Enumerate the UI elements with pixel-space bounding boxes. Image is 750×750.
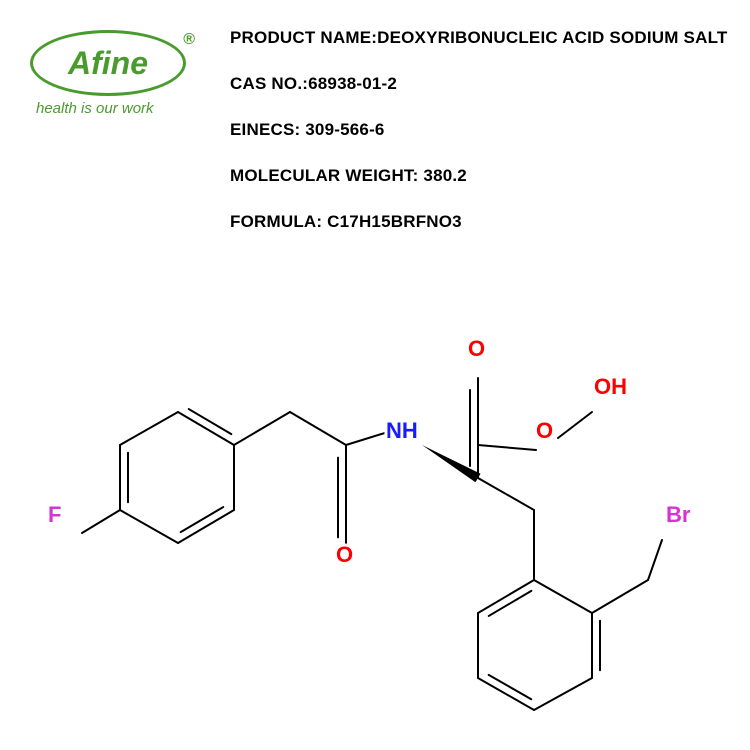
einecs-label: EINECS: (230, 120, 300, 139)
svg-text:O: O (536, 418, 553, 443)
svg-text:O: O (336, 542, 353, 567)
einecs-row: EINECS: 309-566-6 (230, 120, 730, 140)
logo-block: Afine ® health is our work (30, 30, 210, 117)
product-data-block: PRODUCT NAME:DEOXYRIBONUCLEIC ACID SODIU… (230, 28, 730, 258)
svg-text:F: F (48, 502, 61, 527)
svg-text:Br: Br (666, 502, 691, 527)
product-name-value: DEOXYRIBONUCLEIC ACID SODIUM SALT (377, 28, 727, 47)
einecs-value: 309-566-6 (300, 120, 384, 139)
logo-brand-text: Afine (68, 45, 148, 82)
structure-svg: FFOONHNHOOOOOHOHBrBr (30, 330, 720, 730)
logo-oval: Afine ® (30, 30, 186, 96)
svg-text:O: O (468, 336, 485, 361)
cas-value: 68938-01-2 (308, 74, 397, 93)
registered-mark-icon: ® (183, 31, 195, 49)
logo-tagline: health is our work (30, 100, 210, 117)
svg-text:NH: NH (386, 418, 418, 443)
chemical-structure-diagram: FFOONHNHOOOOOHOHBrBr (30, 330, 720, 710)
formula-value: C17H15BRFNO3 (322, 212, 462, 231)
formula-label: FORMULA: (230, 212, 322, 231)
mw-row: MOLECULAR WEIGHT: 380.2 (230, 166, 730, 186)
product-name-label: PRODUCT NAME: (230, 28, 377, 47)
product-name-row: PRODUCT NAME:DEOXYRIBONUCLEIC ACID SODIU… (230, 28, 730, 48)
cas-row: CAS NO.:68938-01-2 (230, 74, 730, 94)
mw-value: 380.2 (419, 166, 467, 185)
svg-text:OH: OH (594, 374, 627, 399)
formula-row: FORMULA: C17H15BRFNO3 (230, 212, 730, 232)
cas-label: CAS NO.: (230, 74, 308, 93)
mw-label: MOLECULAR WEIGHT: (230, 166, 419, 185)
